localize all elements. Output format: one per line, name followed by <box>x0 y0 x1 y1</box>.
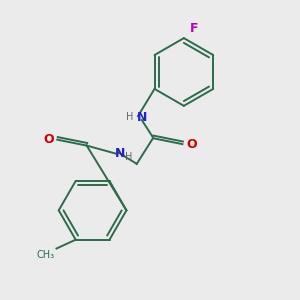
Text: N: N <box>115 147 126 160</box>
Text: H: H <box>125 152 132 162</box>
Text: F: F <box>190 22 198 35</box>
Text: H: H <box>125 112 133 122</box>
Text: CH₃: CH₃ <box>37 250 55 260</box>
Text: N: N <box>137 111 147 124</box>
Text: O: O <box>43 133 54 146</box>
Text: O: O <box>186 139 196 152</box>
